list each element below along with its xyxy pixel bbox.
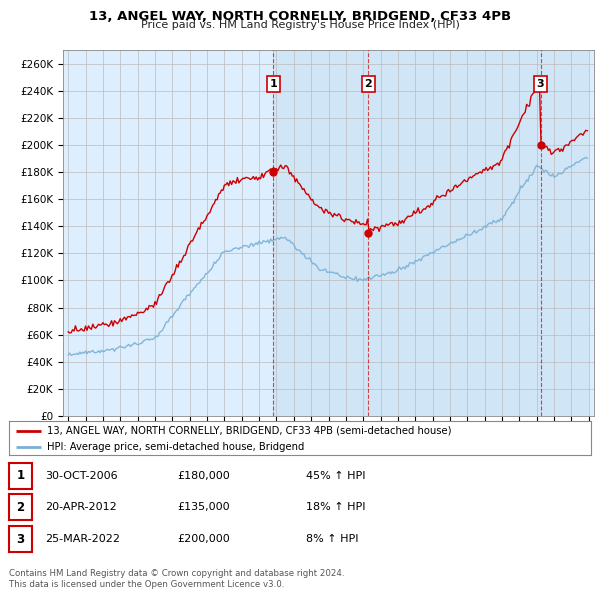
Text: 30-OCT-2006: 30-OCT-2006: [45, 471, 118, 480]
Text: 3: 3: [16, 533, 25, 546]
Text: Contains HM Land Registry data © Crown copyright and database right 2024.
This d: Contains HM Land Registry data © Crown c…: [9, 569, 344, 589]
Text: 3: 3: [537, 79, 544, 89]
Text: 25-MAR-2022: 25-MAR-2022: [45, 535, 120, 544]
Bar: [541, 50, 589, 416]
Bar: [368, 50, 541, 416]
Text: £180,000: £180,000: [177, 471, 230, 480]
Text: 2: 2: [365, 79, 372, 89]
Text: 8% ↑ HPI: 8% ↑ HPI: [306, 535, 359, 544]
Text: 13, ANGEL WAY, NORTH CORNELLY, BRIDGEND, CF33 4PB: 13, ANGEL WAY, NORTH CORNELLY, BRIDGEND,…: [89, 10, 511, 23]
Text: 1: 1: [269, 79, 277, 89]
Text: 2: 2: [16, 501, 25, 514]
Text: 13, ANGEL WAY, NORTH CORNELLY, BRIDGEND, CF33 4PB (semi-detached house): 13, ANGEL WAY, NORTH CORNELLY, BRIDGEND,…: [47, 426, 451, 436]
Text: £200,000: £200,000: [177, 535, 230, 544]
Text: Price paid vs. HM Land Registry's House Price Index (HPI): Price paid vs. HM Land Registry's House …: [140, 20, 460, 30]
Text: 1: 1: [16, 469, 25, 482]
Text: 18% ↑ HPI: 18% ↑ HPI: [306, 503, 365, 512]
Bar: [274, 50, 368, 416]
Text: 45% ↑ HPI: 45% ↑ HPI: [306, 471, 365, 480]
Text: 20-APR-2012: 20-APR-2012: [45, 503, 117, 512]
Text: £135,000: £135,000: [177, 503, 230, 512]
Text: HPI: Average price, semi-detached house, Bridgend: HPI: Average price, semi-detached house,…: [47, 442, 304, 452]
